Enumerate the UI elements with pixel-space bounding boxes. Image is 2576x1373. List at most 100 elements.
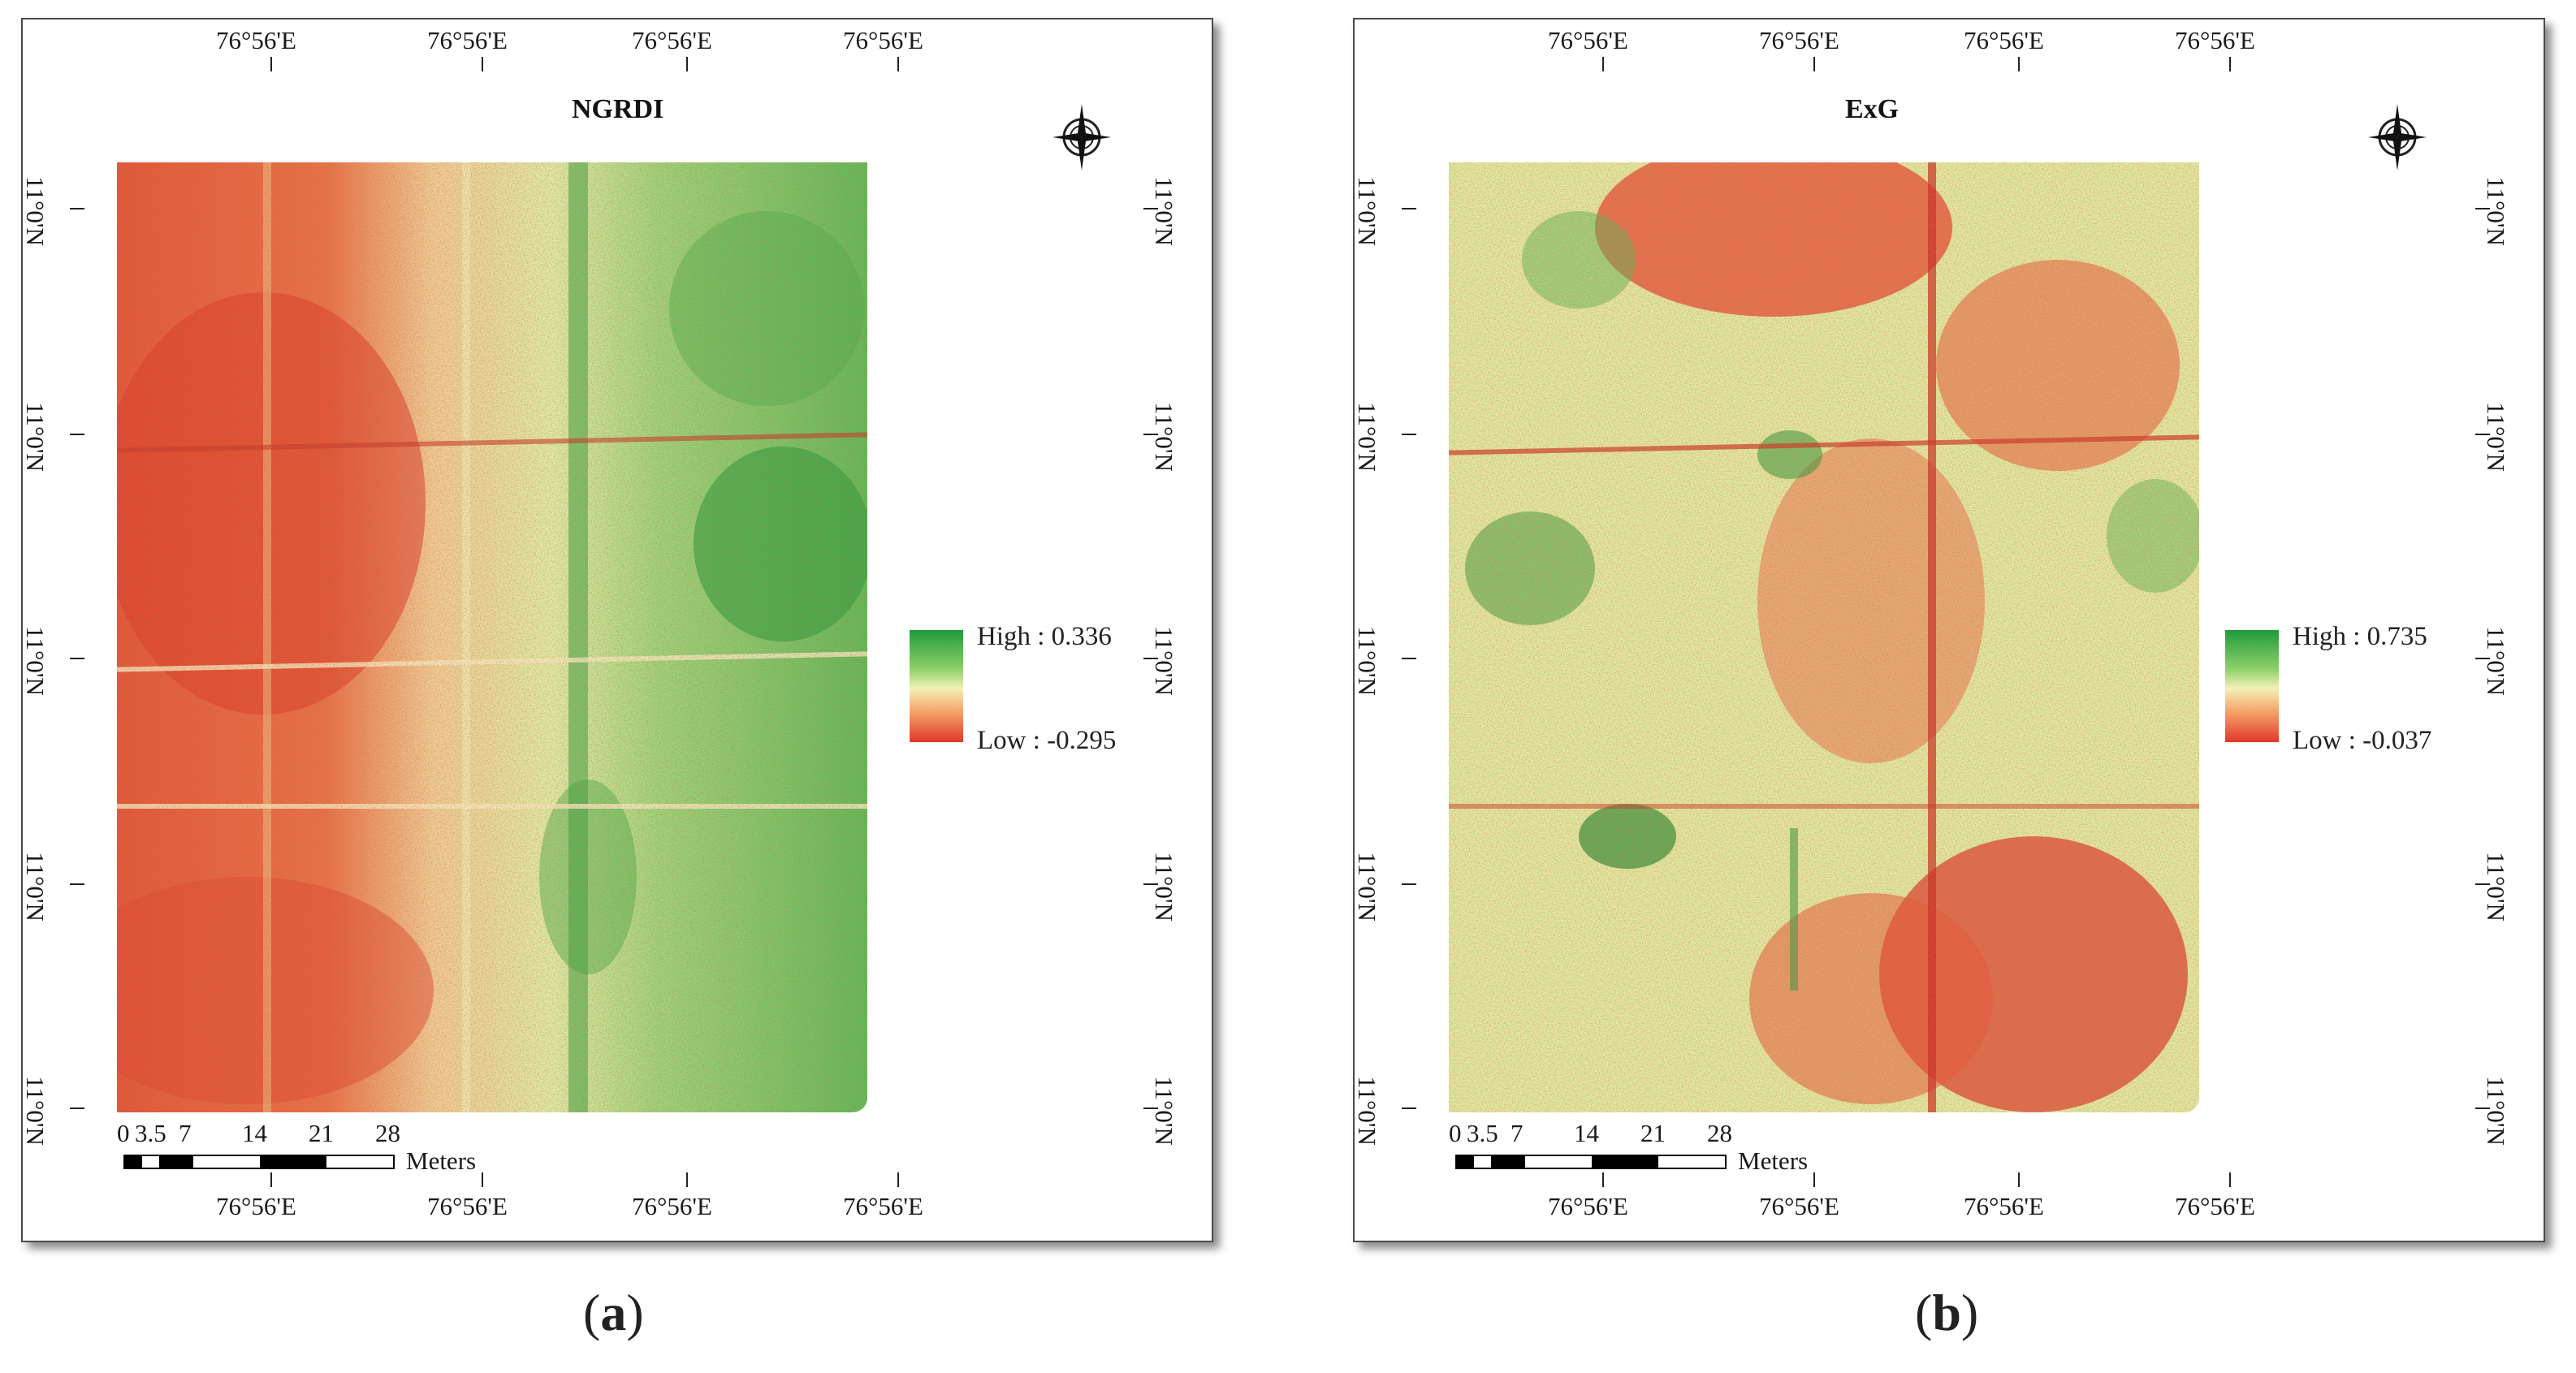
bottom-lon-label: 76°56'E [2175,1192,2255,1220]
bottom-lon-label: 76°56'E [216,1192,296,1220]
bottom-lon-label: 76°56'E [1548,1192,1628,1220]
scale-unit: Meters [1738,1146,1809,1175]
tick [686,1172,688,1187]
top-lon-label: 76°56'E [216,26,296,54]
lat-label: 11°0'N [1352,402,1381,472]
scale-tick-label: 0 [117,1119,130,1147]
tick [1813,57,1815,71]
map-panel-exg: 76°56'E 76°56'E 76°56'E 76°56'E ExG 11°0… [1353,18,2545,1242]
tick [897,57,899,71]
tick [1602,1172,1604,1187]
tick [686,57,688,71]
legend-high: High : 0.336 [977,622,1112,651]
north-arrow-icon [2368,104,2427,171]
legend-colorbar [910,630,963,742]
scale-tick-label: 3.5 [135,1119,166,1147]
north-arrow-icon [1052,104,1111,171]
lat-label: 11°0'N [2481,402,2510,472]
caption-b: (b) [1915,1284,1979,1341]
tick [1402,883,1416,885]
legend-high: High : 0.735 [2293,622,2427,651]
scale-tick-label: 14 [242,1119,267,1147]
tick [1143,883,1158,885]
top-lon-label: 76°56'E [843,26,923,54]
tick [1143,434,1158,435]
tick [270,57,272,71]
top-lon-label: 76°56'E [2175,26,2255,54]
scale-bar [123,1155,395,1169]
tick [2229,57,2231,71]
lat-label: 11°0'N [1149,626,1178,696]
caption-letter: b [1932,1284,1961,1341]
lat-label: 11°0'N [1352,1076,1381,1146]
legend-low: Low : -0.037 [2293,726,2432,755]
lat-label: 11°0'N [20,1076,50,1146]
scale-tick-label: 28 [375,1119,400,1147]
tick [270,1172,272,1187]
lat-label: 11°0'N [1149,176,1178,246]
tick [1143,1107,1158,1109]
tick [70,883,84,885]
bottom-lon-label: 76°56'E [1759,1192,1839,1220]
bottom-lon-label: 76°56'E [1964,1192,2044,1220]
top-lon-label: 76°56'E [632,26,712,54]
caption-a: (a) [583,1284,644,1341]
tick [2475,658,2490,659]
tick [2475,1107,2490,1109]
scale-tick-label: 14 [1574,1119,1599,1147]
tick [2018,1172,2020,1187]
lat-label: 11°0'N [1352,176,1381,246]
legend-low: Low : -0.295 [977,726,1117,755]
legend-colorbar [2225,630,2279,742]
tick [70,434,84,435]
caption-letter: a [600,1284,627,1341]
tick [1402,1107,1416,1109]
lat-label: 11°0'N [2481,1076,2510,1146]
tick [482,1172,483,1187]
tick [2475,434,2490,435]
tick [2018,57,2020,71]
lat-label: 11°0'N [1149,852,1178,922]
scale-tick-label: 7 [1511,1119,1524,1147]
lat-label: 11°0'N [2481,852,2510,922]
tick [2475,883,2490,885]
scale-tick-label: 7 [179,1119,192,1147]
lat-label: 11°0'N [1352,626,1381,696]
lat-label: 11°0'N [20,402,50,472]
tick [2475,208,2490,209]
bottom-lon-label: 76°56'E [843,1192,923,1220]
tick [1402,208,1416,209]
lat-label: 11°0'N [1149,402,1178,472]
tick [482,57,483,71]
ngrdi-raster [117,162,867,1112]
lat-label: 11°0'N [20,626,50,696]
lat-label: 11°0'N [2481,626,2510,696]
tick [2229,1172,2231,1187]
scale-tick-label: 21 [309,1119,334,1147]
tick [1402,434,1416,435]
lat-label: 11°0'N [1149,1076,1178,1146]
tick [70,208,84,209]
scale-tick-label: 21 [1640,1119,1666,1147]
top-lon-label: 76°56'E [1759,26,1839,54]
scale-tick-label: 3.5 [1467,1119,1498,1147]
tick [1143,658,1158,659]
scale-unit: Meters [406,1146,477,1175]
tick [1402,658,1416,659]
top-lon-label: 76°56'E [1964,26,2044,54]
scale-tick-label: 28 [1707,1119,1732,1147]
top-lon-label: 76°56'E [427,26,508,54]
map-title: NGRDI [572,94,664,124]
map-panel-ngrdi: 76°56'E 76°56'E 76°56'E 76°56'E NGRDI 11… [21,18,1213,1242]
scale-bar [1455,1155,1727,1169]
map-title: ExG [1845,94,1900,124]
scale-tick-label: 0 [1449,1119,1462,1147]
tick [1143,208,1158,209]
bottom-lon-label: 76°56'E [632,1192,712,1220]
lat-label: 11°0'N [20,176,50,246]
lat-label: 11°0'N [2481,176,2510,246]
tick [1813,1172,1815,1187]
tick [1602,57,1604,71]
top-lon-label: 76°56'E [1548,26,1628,54]
lat-label: 11°0'N [1352,852,1381,922]
